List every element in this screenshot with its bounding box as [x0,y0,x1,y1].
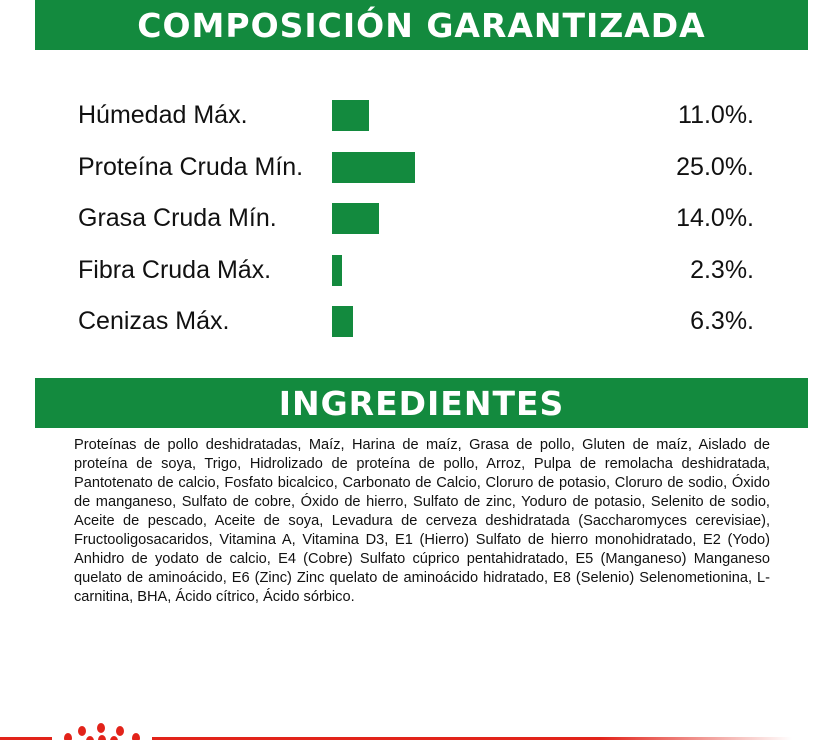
composition-title: COMPOSICIÓN GARANTIZADA [137,5,706,45]
nutrient-bar [332,100,369,131]
nutrient-label: Grasa Cruda Mín. [78,204,277,232]
ingredients-title: INGREDIENTES [278,383,565,423]
nutrient-bar [332,306,353,337]
nutrient-label: Húmedad Máx. [78,101,248,129]
footer-line-right [152,737,792,740]
nutrient-value: 25.0%. [676,152,754,181]
nutrient-bar [332,203,379,234]
footer-line-left [0,737,52,740]
nutrient-value: 11.0%. [678,101,754,129]
composition-row: Grasa Cruda Mín. 14.0%. [0,198,840,238]
composition-row: Proteína Cruda Mín. 25.0%. [0,147,840,187]
nutrient-value: 14.0%. [676,204,754,232]
crown-dots-logo [64,723,140,740]
nutrient-label: Fibra Cruda Máx. [78,255,272,284]
ingredients-text: Proteínas de pollo deshidratadas, Maíz, … [74,437,770,605]
nutrient-bar [332,151,416,183]
nutrient-bar [332,254,342,286]
nutrient-value: 2.3%. [690,255,754,284]
nutrient-label: Proteína Cruda Mín. [78,152,304,181]
composition-row: Cenizas Máx. 6.3%. [0,301,840,341]
nutrient-value: 6.3%. [690,307,754,335]
nutrient-label: Cenizas Máx. [78,307,230,335]
composition-row: Fibra Cruda Máx. 2.3%. [0,250,840,290]
composition-banner: COMPOSICIÓN GARANTIZADA [35,0,808,50]
composition-row: Húmedad Máx. 11.0%. [0,95,840,135]
ingredients-banner: INGREDIENTES [35,378,808,428]
